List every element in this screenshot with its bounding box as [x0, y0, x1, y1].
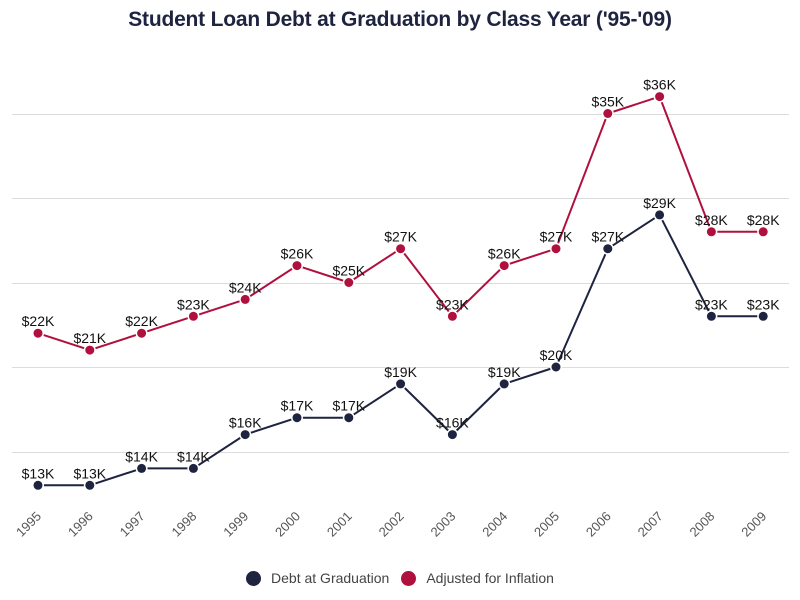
data-point[interactable]: [240, 294, 250, 304]
data-label: $25K: [332, 263, 365, 279]
legend-item-debt-at-graduation[interactable]: Debt at Graduation: [246, 570, 389, 586]
x-tick-label: 2003: [427, 509, 458, 540]
data-point[interactable]: [396, 244, 406, 254]
data-label: $22K: [125, 313, 158, 329]
x-tick-label: 1996: [65, 509, 96, 540]
data-point[interactable]: [137, 328, 147, 338]
data-point[interactable]: [292, 413, 302, 423]
data-label: $21K: [73, 330, 106, 346]
data-point[interactable]: [551, 244, 561, 254]
x-tick-label: 1997: [117, 509, 148, 540]
data-label: $17K: [332, 398, 365, 414]
x-tick-label: 2002: [376, 509, 407, 540]
data-point[interactable]: [499, 261, 509, 271]
data-label: $17K: [281, 398, 314, 414]
data-point[interactable]: [85, 345, 95, 355]
data-labels: $13K $13K $14K $14K $16K $17K $17K $19K $16K $19K…: [22, 77, 781, 482]
legend-dot-icon: [246, 570, 262, 586]
data-label: $20K: [540, 347, 573, 363]
data-label: $27K: [591, 229, 624, 245]
x-tick-label: 2005: [531, 509, 562, 540]
data-label: $28K: [747, 212, 780, 228]
data-point[interactable]: [344, 413, 354, 423]
data-point[interactable]: [344, 278, 354, 287]
data-point[interactable]: [655, 210, 665, 220]
data-point[interactable]: [188, 311, 198, 321]
data-point[interactable]: [33, 480, 43, 490]
data-point[interactable]: [240, 430, 250, 440]
x-tick-label: 1998: [168, 509, 199, 540]
data-point[interactable]: [551, 362, 561, 372]
data-point[interactable]: [706, 311, 716, 321]
data-point[interactable]: [758, 227, 768, 237]
data-point[interactable]: [188, 463, 198, 473]
data-label: $23K: [747, 296, 780, 312]
data-point[interactable]: [292, 261, 302, 271]
data-label: $28K: [695, 212, 728, 228]
data-label: $22K: [22, 313, 55, 329]
data-point[interactable]: [706, 227, 716, 237]
data-label: $19K: [384, 364, 417, 380]
data-label: $19K: [488, 364, 521, 380]
data-label: $14K: [177, 448, 210, 464]
x-tick-label: 2006: [583, 509, 614, 540]
legend-label: Adjusted for Inflation: [426, 570, 554, 586]
gridlines: [12, 114, 789, 453]
x-tick-label: 2004: [479, 509, 510, 540]
data-label: $16K: [229, 415, 262, 431]
series-layer: [32, 90, 770, 492]
x-axis: 1995 1996 1997 1998 1999 2000 2001 2002 2003 2004…: [13, 509, 769, 540]
x-tick-label: 2000: [272, 509, 303, 540]
data-label: $36K: [643, 77, 676, 93]
data-label: $23K: [177, 296, 210, 312]
legend: Debt at Graduation Adjusted for Inflatio…: [0, 570, 800, 586]
data-label: $23K: [436, 296, 469, 312]
x-tick-label: 2001: [324, 509, 355, 540]
data-label: $26K: [281, 246, 314, 262]
chart-title: Student Loan Debt at Graduation by Class…: [128, 8, 672, 31]
data-point[interactable]: [85, 480, 95, 490]
data-point[interactable]: [603, 109, 613, 118]
data-point[interactable]: [447, 430, 457, 440]
data-label: $35K: [591, 94, 624, 110]
data-label: $29K: [643, 195, 676, 211]
x-tick-label: 1999: [220, 509, 251, 540]
data-label: $24K: [229, 279, 262, 295]
data-point[interactable]: [137, 463, 147, 473]
data-point[interactable]: [655, 92, 665, 102]
data-label: $26K: [488, 246, 521, 262]
data-point[interactable]: [447, 311, 457, 321]
data-label: $14K: [125, 448, 158, 464]
data-point[interactable]: [758, 311, 768, 321]
x-tick-label: 1995: [13, 509, 44, 540]
data-point[interactable]: [33, 328, 43, 338]
data-label: $23K: [695, 296, 728, 312]
legend-label: Debt at Graduation: [271, 570, 390, 586]
x-tick-label: 2007: [635, 509, 666, 540]
data-label: $13K: [22, 465, 55, 481]
series-line: [37, 95, 764, 352]
data-point[interactable]: [499, 379, 509, 389]
data-label: $27K: [540, 229, 573, 245]
data-label: $16K: [436, 415, 469, 431]
legend-dot-icon: [401, 570, 417, 586]
data-label: $13K: [73, 465, 106, 481]
data-point[interactable]: [603, 244, 613, 254]
data-label: $27K: [384, 229, 417, 245]
series-line: [38, 213, 764, 487]
data-point[interactable]: [396, 379, 406, 389]
x-tick-label: 2009: [738, 509, 769, 540]
x-tick-label: 2008: [686, 509, 717, 540]
legend-item-adjusted-for-inflation[interactable]: Adjusted for Inflation: [401, 570, 554, 586]
